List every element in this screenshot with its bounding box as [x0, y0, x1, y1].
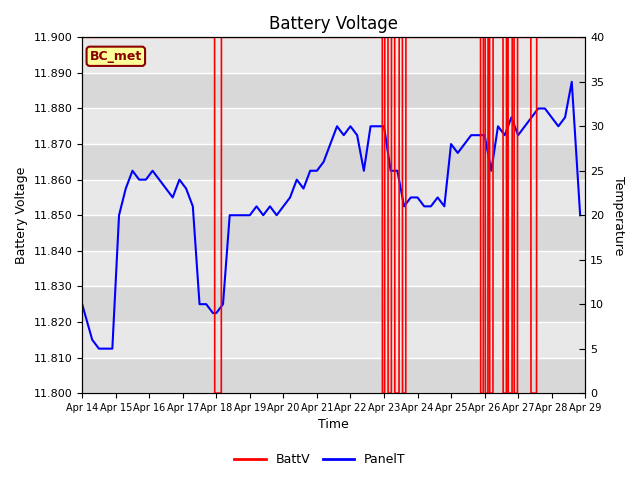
Y-axis label: Temperature: Temperature	[612, 176, 625, 255]
Y-axis label: Battery Voltage: Battery Voltage	[15, 167, 28, 264]
Legend: BattV, PanelT: BattV, PanelT	[229, 448, 411, 471]
Bar	[82, 108, 585, 144]
Title: Battery Voltage: Battery Voltage	[269, 15, 398, 33]
Bar	[82, 322, 585, 358]
Bar	[82, 37, 585, 73]
Bar	[82, 251, 585, 287]
X-axis label: Time: Time	[318, 419, 349, 432]
Bar	[82, 180, 585, 215]
Text: BC_met: BC_met	[90, 50, 142, 63]
